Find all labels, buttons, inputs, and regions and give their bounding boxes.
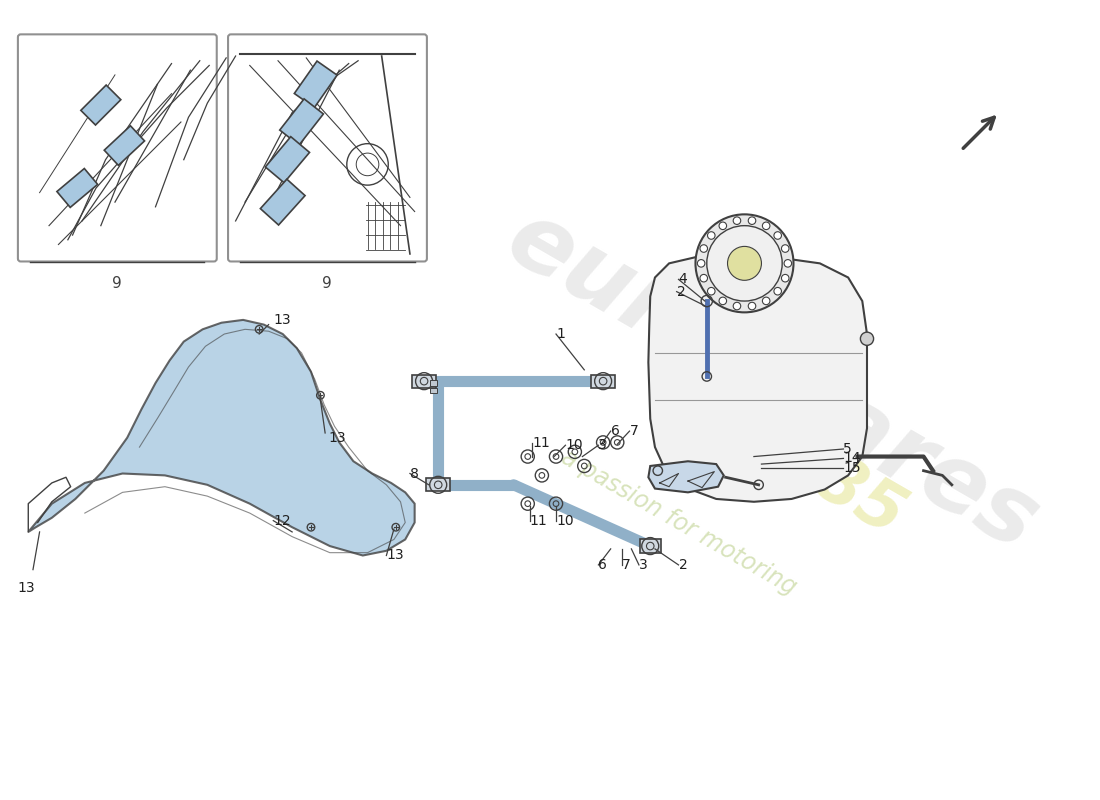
Text: 2: 2 — [679, 558, 688, 572]
Text: 8: 8 — [410, 466, 419, 481]
Circle shape — [734, 217, 740, 225]
Circle shape — [695, 214, 793, 312]
Text: 15: 15 — [844, 461, 861, 475]
Bar — [592, 374, 615, 388]
Text: 9: 9 — [112, 276, 122, 290]
Circle shape — [748, 217, 756, 225]
Text: 12: 12 — [273, 514, 290, 528]
Bar — [430, 388, 438, 394]
Text: 6: 6 — [610, 424, 619, 438]
Text: 3: 3 — [639, 558, 648, 572]
Text: 1985: 1985 — [723, 401, 916, 550]
Text: 14: 14 — [844, 451, 861, 466]
Bar — [279, 99, 323, 145]
FancyBboxPatch shape — [18, 34, 217, 262]
Bar — [265, 137, 309, 182]
Circle shape — [762, 297, 770, 305]
Circle shape — [727, 246, 761, 280]
Text: eurospares: eurospares — [491, 192, 1055, 570]
Bar — [104, 126, 144, 166]
Circle shape — [734, 302, 740, 310]
Text: 13: 13 — [386, 549, 404, 562]
Bar — [80, 85, 121, 125]
Text: a passion for motoring: a passion for motoring — [557, 446, 801, 600]
Circle shape — [774, 287, 781, 295]
Circle shape — [748, 302, 756, 310]
Bar — [427, 478, 450, 491]
Text: 13: 13 — [273, 313, 290, 327]
Circle shape — [697, 259, 705, 267]
Circle shape — [781, 274, 789, 282]
Text: 1: 1 — [556, 327, 565, 341]
Text: 10: 10 — [565, 438, 583, 452]
Circle shape — [781, 245, 789, 252]
Text: 4: 4 — [679, 272, 688, 286]
Text: 3: 3 — [598, 438, 607, 452]
Circle shape — [762, 222, 770, 230]
Bar — [412, 374, 436, 388]
Polygon shape — [648, 462, 724, 492]
Text: 7: 7 — [629, 424, 638, 438]
Circle shape — [707, 287, 715, 295]
Polygon shape — [29, 320, 415, 555]
Bar — [57, 169, 98, 207]
Circle shape — [784, 259, 792, 267]
Circle shape — [707, 226, 782, 301]
Text: 11: 11 — [529, 514, 548, 528]
Polygon shape — [648, 257, 867, 502]
Circle shape — [707, 232, 715, 239]
Text: 6: 6 — [598, 558, 607, 572]
Text: 2: 2 — [676, 285, 685, 298]
Text: 11: 11 — [532, 436, 550, 450]
Circle shape — [719, 222, 727, 230]
Circle shape — [700, 274, 707, 282]
Text: 13: 13 — [328, 430, 345, 445]
FancyBboxPatch shape — [228, 34, 427, 262]
Bar — [640, 539, 661, 553]
Circle shape — [860, 332, 873, 346]
Text: 13: 13 — [18, 581, 35, 595]
Text: 7: 7 — [621, 558, 630, 572]
Text: 5: 5 — [844, 442, 852, 456]
Bar — [261, 179, 305, 225]
Circle shape — [700, 245, 707, 252]
Text: 10: 10 — [556, 514, 573, 528]
Circle shape — [719, 297, 727, 305]
Circle shape — [774, 232, 781, 239]
Bar — [430, 380, 438, 386]
Bar — [295, 61, 337, 107]
Text: 9: 9 — [322, 276, 332, 290]
